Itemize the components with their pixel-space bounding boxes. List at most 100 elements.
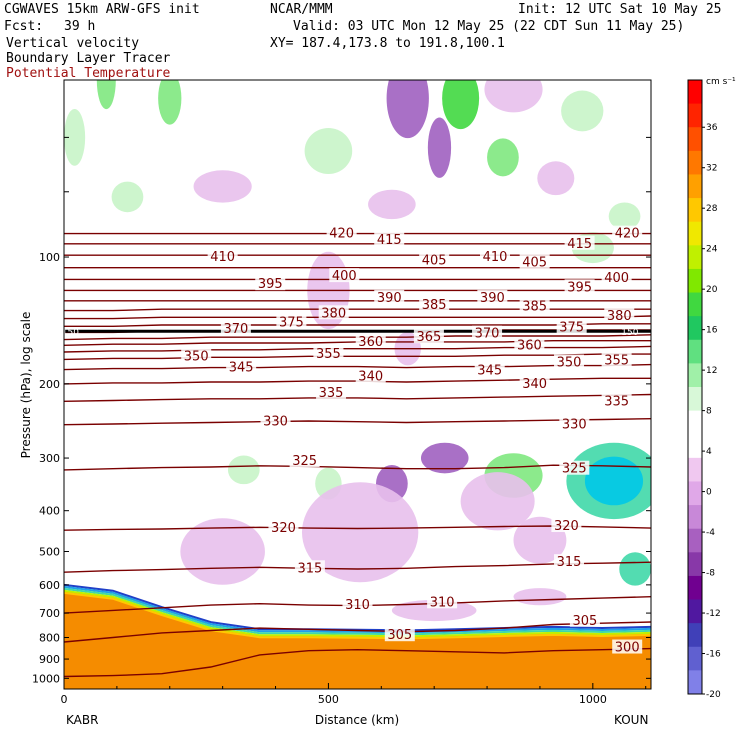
y-tick-label: 400 bbox=[39, 505, 60, 518]
isentrope-line bbox=[64, 393, 651, 402]
isentrope-label-bg bbox=[479, 249, 510, 264]
isentrope-label: 375 bbox=[559, 321, 584, 336]
isentrope-label: 345 bbox=[477, 364, 502, 379]
velocity-contour bbox=[96, 80, 116, 110]
colorbar-swatch bbox=[688, 268, 702, 294]
colorbar-swatch bbox=[688, 670, 702, 695]
colorbar-label: 0 bbox=[706, 488, 712, 498]
isentrope-label-bg bbox=[318, 305, 349, 320]
boundary-layer-tracer-band bbox=[64, 587, 651, 636]
pressure-150-label: 150 bbox=[62, 328, 79, 338]
isentrope-label-bg bbox=[472, 325, 503, 340]
isentrope-label: 325 bbox=[562, 462, 587, 477]
isentrope-label: 345 bbox=[229, 361, 254, 376]
isentrope-label: 325 bbox=[292, 454, 317, 469]
isentrope-label: 375 bbox=[279, 315, 304, 330]
x-tick-label: 500 bbox=[318, 693, 339, 706]
isentrope-line bbox=[64, 345, 651, 353]
isentrope-label: 365 bbox=[416, 330, 441, 345]
velocity-contour bbox=[619, 552, 651, 586]
isentrope-label-bg bbox=[374, 289, 405, 304]
x-tick-label: 1000 bbox=[579, 693, 607, 706]
colorbar-label: -16 bbox=[706, 650, 721, 660]
velocity-contour bbox=[304, 127, 353, 174]
isentrope-label: 315 bbox=[557, 555, 582, 570]
isentrope-label: 380 bbox=[321, 306, 346, 321]
colorbar-label: 4 bbox=[706, 447, 712, 457]
colorbar-label: -4 bbox=[706, 528, 715, 538]
isentrope-label-bg bbox=[374, 231, 405, 246]
colorbar-label: 8 bbox=[706, 407, 712, 417]
isentrope-label: 310 bbox=[345, 598, 370, 613]
colorbar-label: 16 bbox=[706, 326, 718, 336]
isentrope-label-bg bbox=[564, 279, 595, 294]
velocity-contour bbox=[513, 588, 567, 606]
y-tick-label: 900 bbox=[39, 653, 60, 666]
colorbar-swatch bbox=[688, 410, 702, 435]
isentrope-label-bg bbox=[260, 413, 291, 428]
colorbar-label: -20 bbox=[706, 690, 721, 700]
isentrope-label-bg bbox=[419, 297, 450, 312]
isentrope-label: 420 bbox=[329, 227, 354, 242]
velocity-contour bbox=[537, 161, 575, 196]
isentrope-label-bg bbox=[294, 560, 325, 575]
isentrope-label-bg bbox=[519, 298, 550, 313]
isentrope-label-bg bbox=[413, 329, 444, 344]
isentrope-label-bg bbox=[207, 249, 238, 264]
colorbar-swatch bbox=[688, 245, 702, 270]
field-boundary-layer-tracer: Boundary Layer Tracer bbox=[6, 51, 171, 66]
plot-frame bbox=[63, 79, 652, 690]
colorbar-swatch bbox=[688, 599, 702, 624]
isentrope-line bbox=[64, 647, 651, 678]
isentrope-label: 370 bbox=[223, 322, 248, 337]
colorbar-label: 36 bbox=[706, 123, 718, 133]
isentrope-label-bg bbox=[559, 416, 590, 431]
isentrope-label: 400 bbox=[604, 271, 629, 286]
colorbar-label: -12 bbox=[706, 609, 721, 619]
isentrope-label: 320 bbox=[271, 521, 296, 536]
velocity-contour bbox=[193, 170, 252, 203]
isentrope-label: 315 bbox=[297, 561, 322, 576]
isentrope-label: 400 bbox=[332, 269, 357, 284]
colorbar-swatch bbox=[688, 150, 702, 175]
isentrope-label-bg bbox=[316, 384, 347, 399]
isentrope-line bbox=[64, 353, 651, 361]
isentrope-label-bg bbox=[326, 225, 357, 240]
isentrope-label-bg bbox=[612, 225, 643, 240]
velocity-contour bbox=[484, 80, 543, 113]
isentrope-label: 335 bbox=[604, 394, 629, 409]
colorbar-swatch bbox=[688, 103, 702, 128]
isentrope-label: 355 bbox=[604, 353, 629, 368]
isentrope-label-bg bbox=[519, 254, 550, 269]
plot-area bbox=[64, 80, 651, 689]
colorbar-swatch bbox=[688, 221, 702, 246]
velocity-contour bbox=[158, 80, 182, 125]
colorbar-swatch bbox=[688, 198, 702, 223]
velocity-contour bbox=[584, 456, 644, 506]
isentrope-label: 340 bbox=[358, 369, 383, 384]
velocity-contour bbox=[427, 117, 452, 178]
isentrope-label-bg bbox=[384, 627, 415, 642]
boundary-layer-tracer-band bbox=[64, 589, 651, 638]
colorbar-swatch bbox=[688, 434, 702, 459]
isentrope-label-bg bbox=[355, 333, 386, 348]
velocity-contour bbox=[487, 138, 519, 177]
y-tick-label: 1000 bbox=[32, 672, 60, 685]
isentrope-label-bg bbox=[554, 354, 585, 369]
isentrope-label-bg bbox=[604, 307, 635, 322]
isentrope-label-bg bbox=[181, 348, 212, 363]
field-potential-temperature: Potential Temperature bbox=[6, 66, 171, 81]
isentrope-label-bg bbox=[601, 269, 632, 284]
isentrope-label-bg bbox=[220, 320, 251, 335]
colorbar-swatch bbox=[688, 457, 702, 482]
x-tick-label: 0 bbox=[61, 693, 68, 706]
velocity-contour bbox=[301, 482, 419, 583]
isentrope-label-bg bbox=[514, 337, 545, 352]
isentrope-label: 390 bbox=[377, 291, 402, 306]
xy-coords: XY= 187.4,173.8 to 191.8,100.1 bbox=[270, 36, 505, 51]
y-tick-label: 500 bbox=[39, 546, 60, 559]
isentrope-label: 360 bbox=[358, 335, 383, 350]
velocity-contour bbox=[608, 202, 641, 230]
colorbar: cm s⁻¹ 36 32 28 24 20 16 12 8 4 0 -4 -8 -12 -16 -20 bbox=[687, 77, 736, 700]
isentrope-label-bg bbox=[551, 518, 582, 533]
